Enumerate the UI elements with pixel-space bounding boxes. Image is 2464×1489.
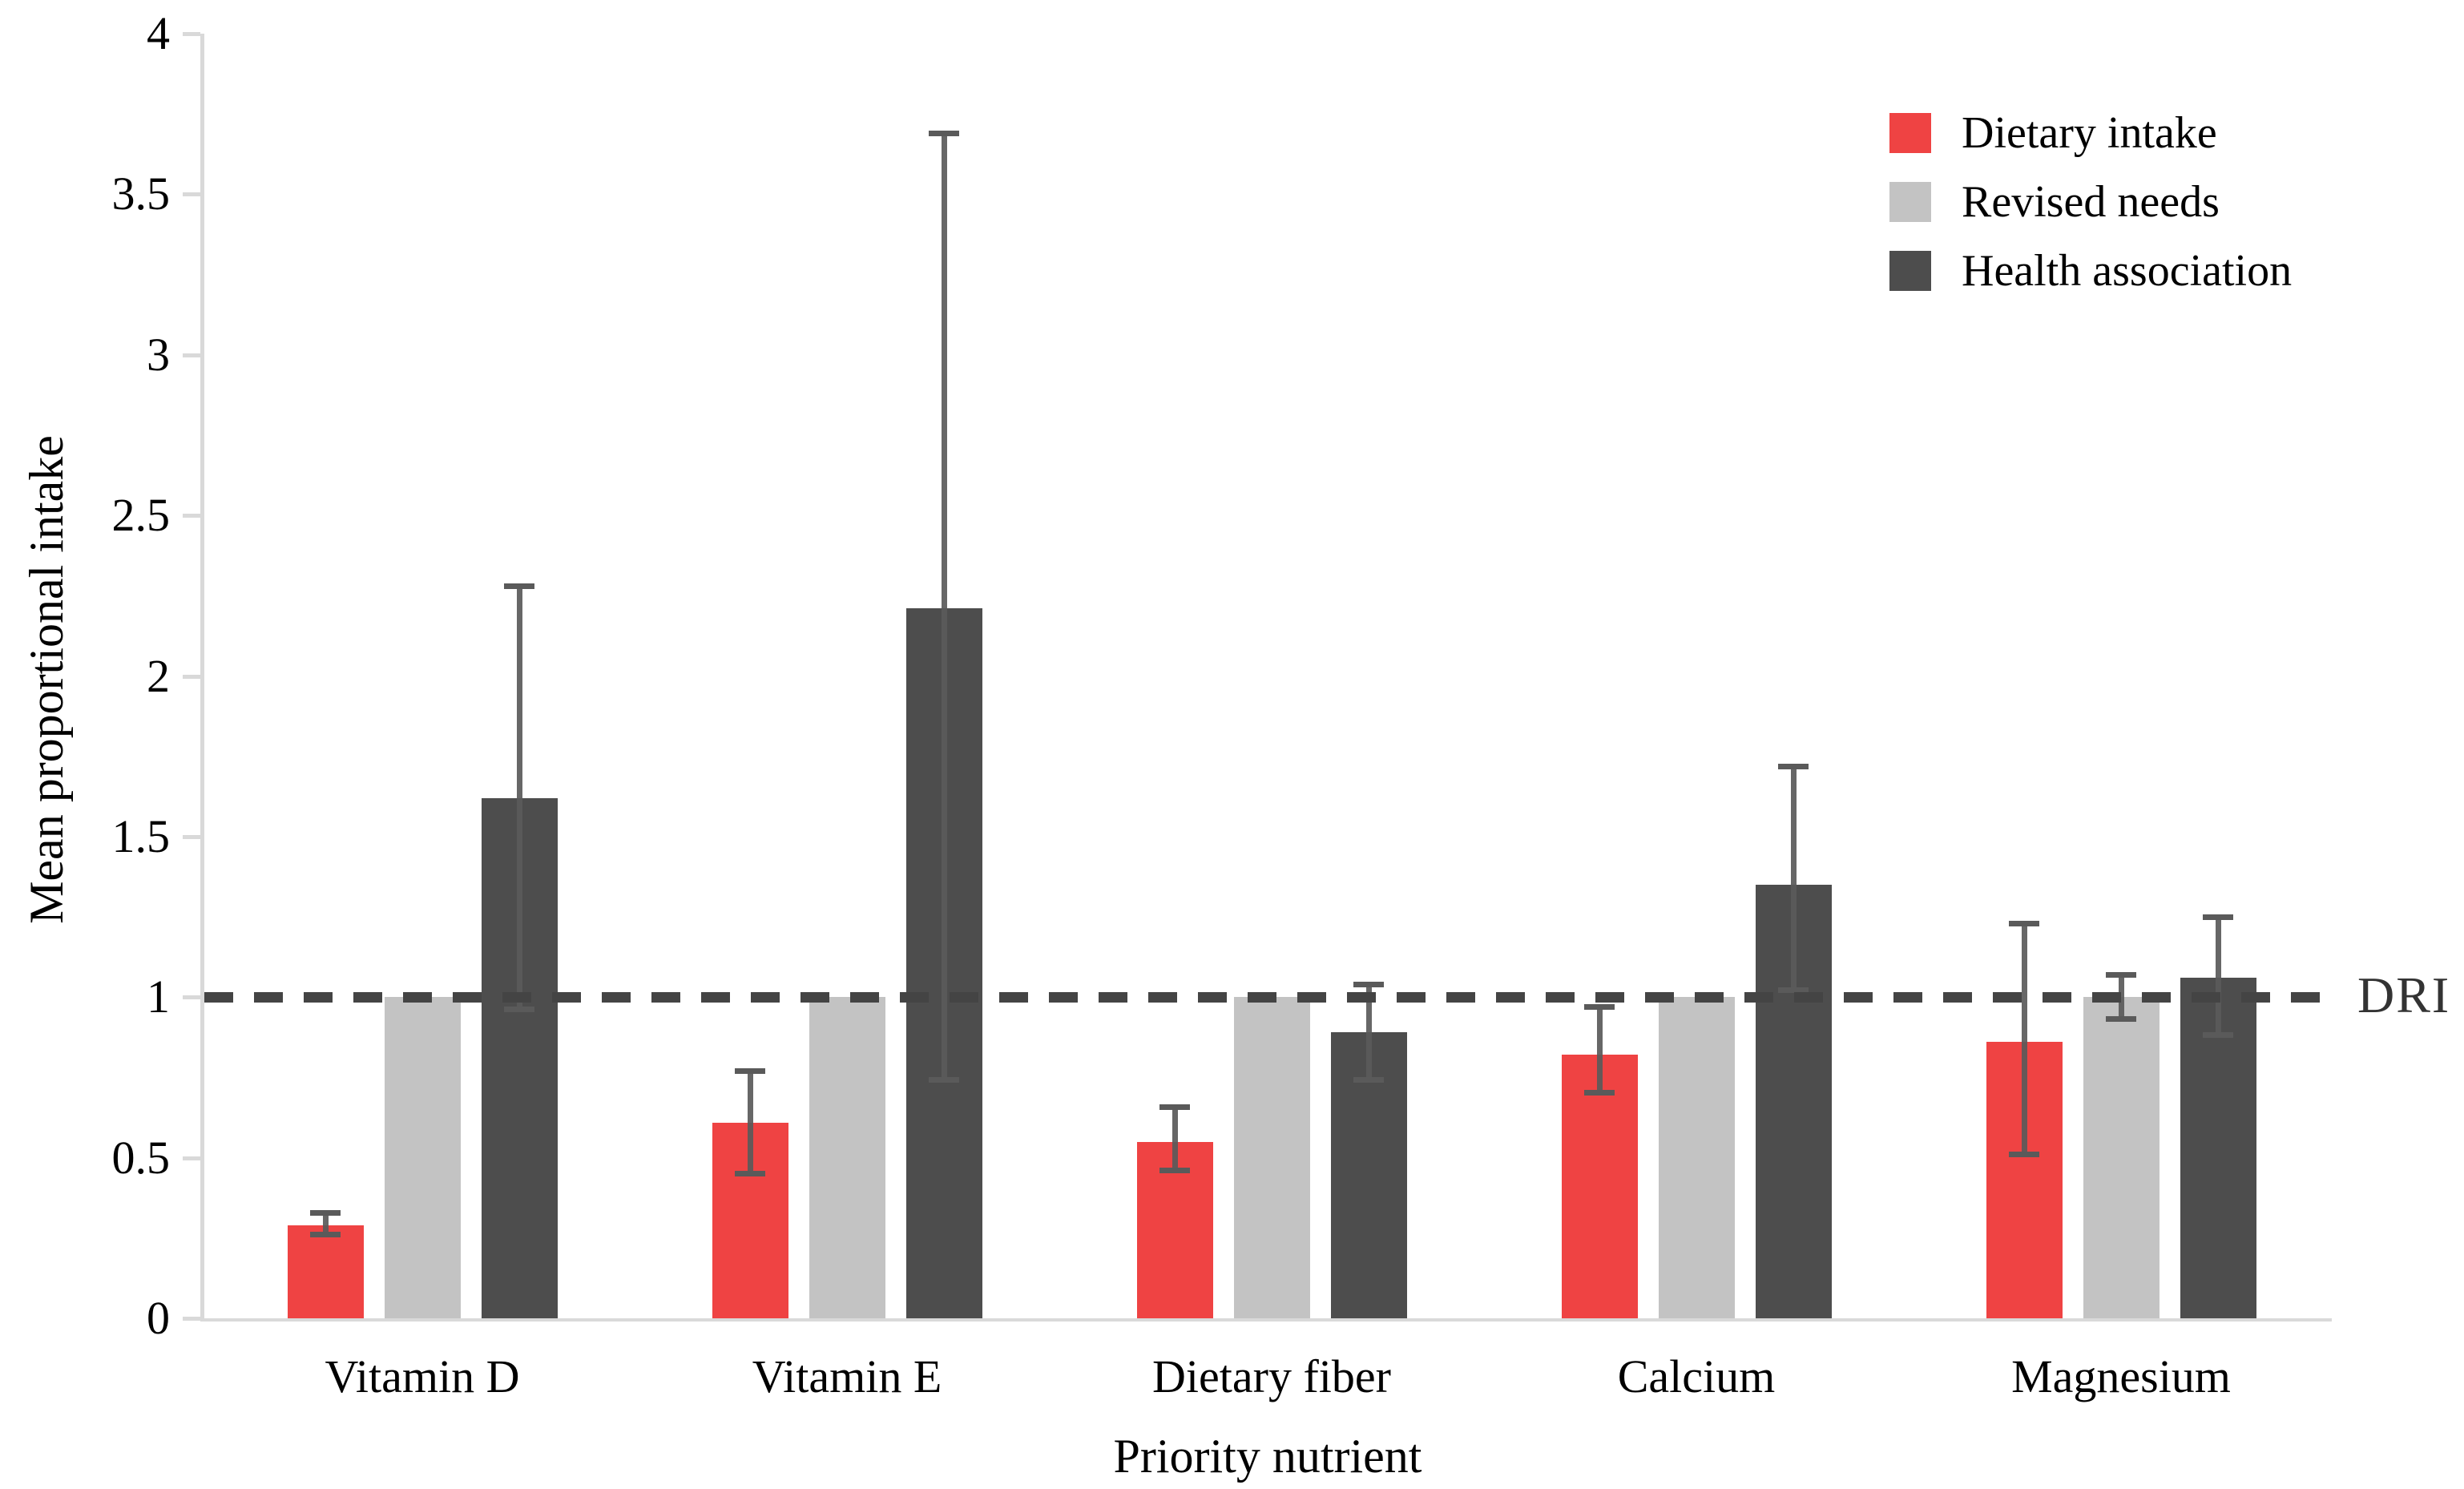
error-bar-line xyxy=(322,1212,329,1235)
y-tick-mark xyxy=(183,675,200,679)
bar-revised-needs xyxy=(384,997,461,1318)
y-axis-line xyxy=(200,34,204,1318)
bar-revised-needs xyxy=(1658,997,1735,1318)
x-axis-line xyxy=(200,1318,2332,1322)
x-category-label: Magnesium xyxy=(2011,1350,2231,1402)
y-tick-label: 0.5 xyxy=(111,1132,171,1184)
x-axis-title: Priority nutrient xyxy=(1113,1430,1422,1483)
error-bar-cap-bottom xyxy=(735,1170,765,1176)
error-bar-cap-top xyxy=(1778,763,1809,769)
y-tick-mark xyxy=(183,192,200,196)
legend-row: Health association xyxy=(1889,247,2292,295)
error-bar-line xyxy=(2021,923,2027,1155)
legend: Dietary intake Revised needs Health associ… xyxy=(1889,109,2292,316)
y-tick-label: 2 xyxy=(147,650,170,702)
y-tick-mark xyxy=(183,32,200,36)
bar-dietary-intake xyxy=(1561,1055,1638,1318)
error-bar-line xyxy=(941,133,947,1081)
error-bar-cap-bottom xyxy=(2203,1032,2233,1039)
error-bar-cap-bottom xyxy=(1353,1077,1384,1083)
error-bar-cap-bottom xyxy=(2106,1016,2136,1023)
legend-row: Dietary intake xyxy=(1889,109,2292,157)
error-bar-cap-top xyxy=(2203,914,2233,921)
x-category-label: Dietary fiber xyxy=(1152,1350,1391,1402)
x-category-label: Vitamin E xyxy=(752,1350,942,1402)
bar-revised-needs xyxy=(809,997,885,1318)
legend-label: Revised needs xyxy=(1962,177,2220,227)
error-bar-cap-bottom xyxy=(1159,1167,1190,1173)
y-tick-label: 1.5 xyxy=(111,810,171,862)
error-bar-line xyxy=(1365,984,1372,1081)
error-bar-cap-top xyxy=(2009,921,2039,927)
y-tick-label: 3 xyxy=(147,329,170,381)
y-tick-mark xyxy=(183,835,200,839)
y-tick-label: 2.5 xyxy=(111,489,171,541)
error-bar-cap-bottom xyxy=(929,1077,959,1083)
error-bar-cap-top xyxy=(1159,1104,1190,1110)
dri-reference-line xyxy=(204,991,2332,1003)
error-bar-cap-top xyxy=(929,131,959,137)
reference-line-label: DRI xyxy=(2357,966,2451,1024)
y-tick-label: 3.5 xyxy=(111,167,171,220)
error-bar-cap-bottom xyxy=(310,1231,341,1237)
error-bar-cap-bottom xyxy=(2009,1151,2039,1157)
error-bar-cap-bottom xyxy=(1778,987,1809,994)
error-bar-line xyxy=(1596,1007,1603,1094)
error-bar-line xyxy=(2215,917,2221,1036)
y-tick-label: 0 xyxy=(147,1292,170,1344)
error-bar-cap-top xyxy=(1353,982,1384,988)
error-bar-cap-bottom xyxy=(1584,1090,1615,1096)
error-bar-line xyxy=(1172,1106,1178,1171)
error-bar-line xyxy=(1790,765,1797,991)
error-bar-cap-top xyxy=(504,583,534,590)
legend-swatch-icon xyxy=(1889,113,1931,153)
legend-swatch-icon xyxy=(1889,182,1931,222)
bar-revised-needs xyxy=(2083,997,2160,1318)
y-tick-mark xyxy=(183,353,200,357)
y-tick-mark xyxy=(183,1156,200,1160)
error-bar-cap-top xyxy=(735,1068,765,1075)
bar-dietary-intake xyxy=(287,1225,364,1318)
bar-revised-needs xyxy=(1233,997,1310,1318)
error-bar-cap-top xyxy=(2106,972,2136,979)
legend-swatch-icon xyxy=(1889,251,1931,291)
y-tick-mark xyxy=(183,1317,200,1321)
error-bar-line xyxy=(747,1071,753,1174)
error-bar-cap-bottom xyxy=(504,1007,534,1013)
legend-label: Health association xyxy=(1962,246,2293,296)
y-tick-label: 4 xyxy=(147,7,170,59)
y-tick-mark xyxy=(183,514,200,518)
error-bar-line xyxy=(516,586,522,1011)
legend-label: Dietary intake xyxy=(1962,108,2217,158)
legend-row: Revised needs xyxy=(1889,178,2292,226)
error-bar-cap-top xyxy=(310,1209,341,1216)
y-tick-mark xyxy=(183,995,200,999)
x-category-label: Calcium xyxy=(1617,1350,1776,1402)
y-tick-label: 1 xyxy=(147,970,170,1023)
x-category-label: Vitamin D xyxy=(325,1350,520,1402)
error-bar-cap-top xyxy=(1584,1004,1615,1011)
